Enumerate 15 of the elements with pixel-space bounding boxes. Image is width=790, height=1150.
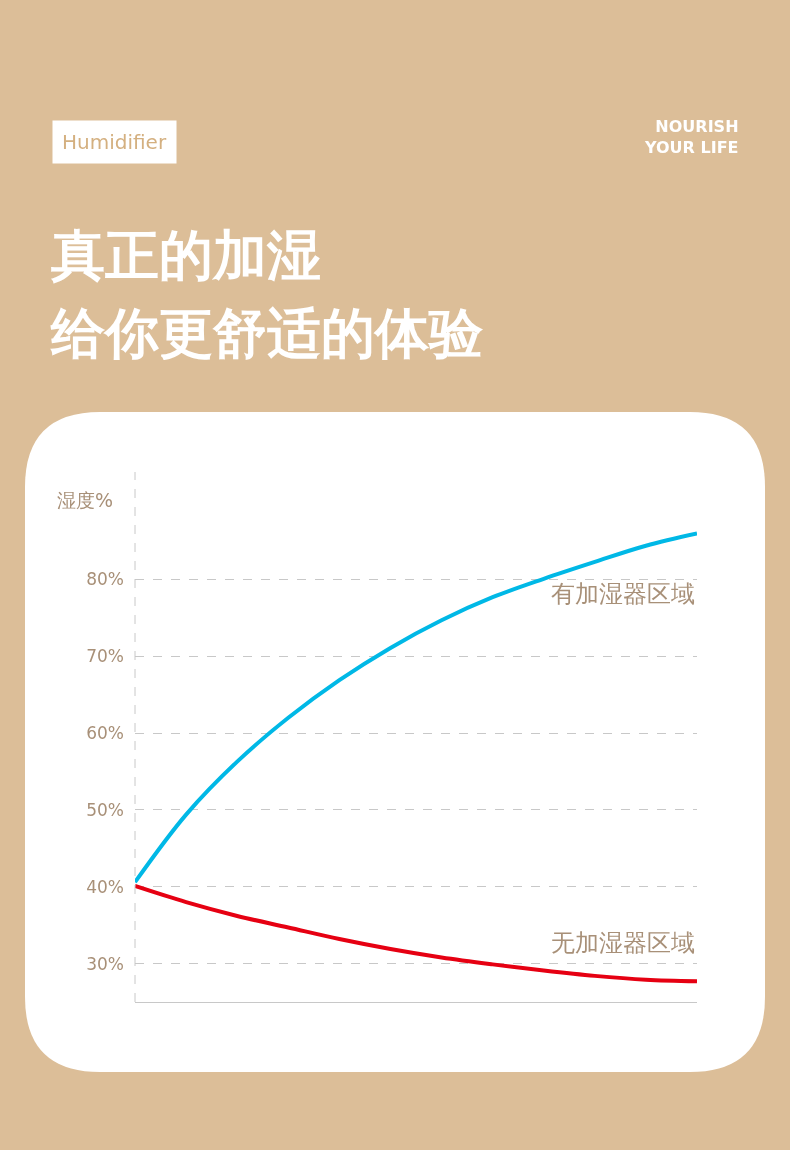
y-axis-title: 湿度% bbox=[57, 489, 114, 511]
series-label: 无加湿器区域 bbox=[551, 929, 695, 957]
chart-subtitle: 给你更舒适的体验 bbox=[50, 302, 484, 365]
text: Humidifier bbox=[62, 130, 167, 154]
series-label: 有加湿器区域 bbox=[551, 580, 695, 608]
line-series bbox=[135, 531, 697, 885]
line-series bbox=[135, 884, 697, 984]
text: NOURISH YOUR LIFE bbox=[644, 117, 739, 157]
y-tick-label: 60% bbox=[86, 723, 124, 744]
y-tick-label: 50% bbox=[86, 799, 124, 820]
chart-title: 真正的加湿 bbox=[50, 224, 321, 287]
y-tick-label: 80% bbox=[86, 569, 124, 590]
y-tick-label: 40% bbox=[86, 876, 124, 897]
y-tick-label: 30% bbox=[86, 953, 124, 974]
y-tick-label: 70% bbox=[86, 646, 124, 667]
